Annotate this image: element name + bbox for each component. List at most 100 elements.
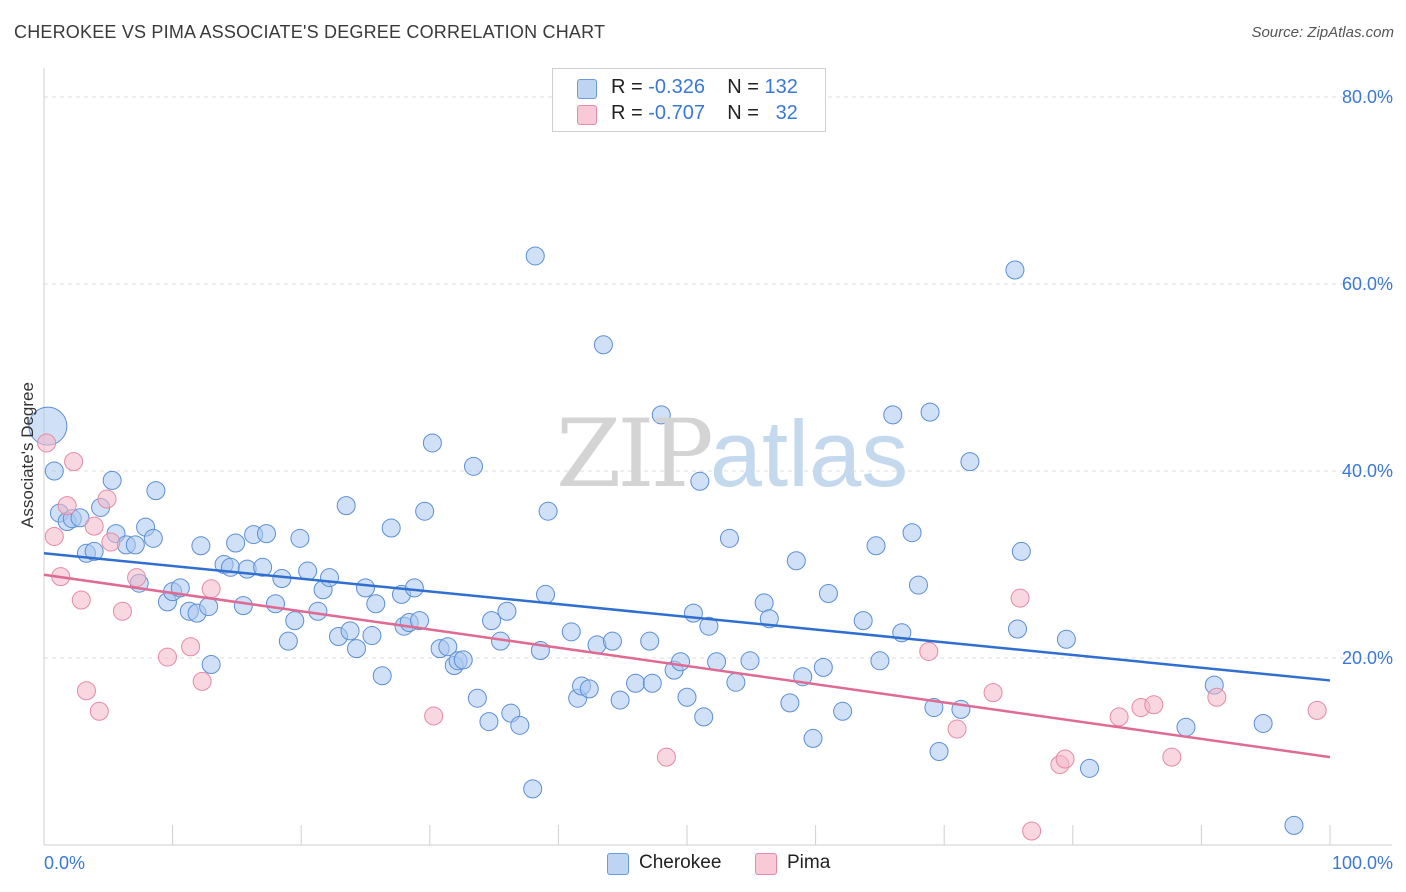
- cherokee-point: [677, 687, 697, 707]
- cherokee-point: [920, 402, 940, 422]
- cherokee-point: [340, 621, 360, 641]
- cherokee-point: [1005, 260, 1025, 280]
- y-tick-label: 20.0%: [1342, 648, 1393, 668]
- cherokee-point: [683, 603, 703, 623]
- cherokee-point: [908, 575, 928, 595]
- cherokee-point: [719, 528, 739, 548]
- x-tick-label: 100.0%: [1332, 853, 1393, 873]
- pima-point: [76, 681, 96, 701]
- pima-point: [127, 568, 147, 588]
- pima-point: [57, 496, 77, 516]
- cherokee-point: [651, 405, 671, 425]
- pima-point: [44, 526, 64, 546]
- pima-point: [181, 637, 201, 657]
- cherokee-point: [1080, 758, 1100, 778]
- cherokee-point: [102, 470, 122, 490]
- cherokee-point: [438, 637, 458, 657]
- cherokee-point: [803, 728, 823, 748]
- cherokee-point: [464, 456, 484, 476]
- cherokee-point: [233, 596, 253, 616]
- cherokee-point: [833, 701, 853, 721]
- pima-point: [1162, 747, 1182, 767]
- cherokee-point: [642, 673, 662, 693]
- legend-swatch-cherokee: [577, 79, 597, 99]
- stats-legend: R = -0.326 N = 132 R = -0.707 N = 32: [552, 68, 826, 132]
- cherokee-point: [561, 622, 581, 642]
- cherokee-point: [253, 557, 273, 577]
- pima-point: [1055, 749, 1075, 769]
- cherokee-point: [610, 690, 630, 710]
- cherokee-point: [415, 501, 435, 521]
- pima-point: [1144, 695, 1164, 715]
- cherokee-point: [372, 666, 392, 686]
- cherokee-point: [482, 611, 502, 631]
- pima-point: [1109, 707, 1129, 727]
- pima-point: [71, 590, 91, 610]
- cherokee-point: [285, 611, 305, 631]
- pima-point: [192, 671, 212, 691]
- cherokee-point: [929, 742, 949, 761]
- pima-point: [201, 579, 221, 599]
- cherokee-point: [818, 583, 838, 603]
- pima-trend-line: [43, 573, 1331, 759]
- pima-point: [1307, 700, 1327, 720]
- pima-point: [1207, 687, 1227, 707]
- cherokee-point: [278, 631, 298, 651]
- cherokee-point: [1011, 541, 1031, 561]
- y-tick-label: 40.0%: [1342, 461, 1393, 481]
- cherokee-point: [523, 779, 543, 799]
- pima-point: [97, 489, 117, 509]
- bottom-legend-swatch-cherokee: [607, 853, 629, 875]
- cherokee-point: [866, 536, 886, 556]
- cherokee-point: [525, 246, 545, 266]
- cherokee-point: [191, 536, 211, 556]
- cherokee-point: [740, 651, 760, 671]
- legend-r-label: R =: [611, 76, 643, 98]
- legend-swatch-pima: [577, 105, 597, 125]
- legend-n-label: N =: [727, 76, 759, 98]
- cherokee-point: [924, 698, 944, 718]
- cherokee-point: [671, 652, 691, 672]
- cherokee-point: [510, 715, 530, 735]
- cherokee-point: [726, 672, 746, 692]
- cherokee-point: [362, 626, 382, 646]
- pima-point: [983, 683, 1003, 703]
- cherokee-point: [1056, 629, 1076, 649]
- cherokee-point: [381, 518, 401, 538]
- cherokee-point: [346, 639, 366, 659]
- cherokee-point: [883, 405, 903, 425]
- bottom-legend-label-pima: Pima: [787, 852, 831, 873]
- cherokee-point: [579, 679, 599, 699]
- pima-point: [157, 647, 177, 667]
- cherokee-point: [265, 594, 285, 614]
- cherokee-point: [497, 601, 517, 621]
- cherokee-point: [870, 651, 890, 671]
- cherokee-point: [44, 461, 64, 481]
- cherokee-point: [1284, 815, 1304, 835]
- cherokee-point: [422, 433, 442, 453]
- zipatlas-watermark: ZIPatlas: [556, 400, 909, 509]
- cherokee-trend-line: [43, 552, 1331, 682]
- cherokee-point: [70, 508, 90, 528]
- cherokee-point: [538, 501, 558, 521]
- cherokee-point: [467, 688, 487, 708]
- cherokee-point: [308, 601, 328, 621]
- cherokee-point: [780, 693, 800, 713]
- pima-point: [64, 452, 84, 472]
- cherokee-point: [226, 533, 246, 553]
- cherokee-point: [220, 557, 240, 577]
- y-tick-label: 80.0%: [1342, 87, 1393, 107]
- cherokee-point: [366, 594, 386, 614]
- cherokee-point: [453, 650, 473, 670]
- legend-r-label: R =: [611, 102, 643, 124]
- y-axis-label: Associate's Degree: [18, 382, 37, 528]
- cherokee-point: [536, 584, 556, 604]
- pima-point: [112, 601, 132, 621]
- source-label: Source: ZipAtlas.com: [1251, 24, 1394, 41]
- pima-point: [656, 747, 676, 767]
- legend-r-value: -0.326: [648, 76, 705, 98]
- cherokee-point: [813, 657, 833, 677]
- cherokee-point: [290, 528, 310, 548]
- cherokee-point: [902, 523, 922, 543]
